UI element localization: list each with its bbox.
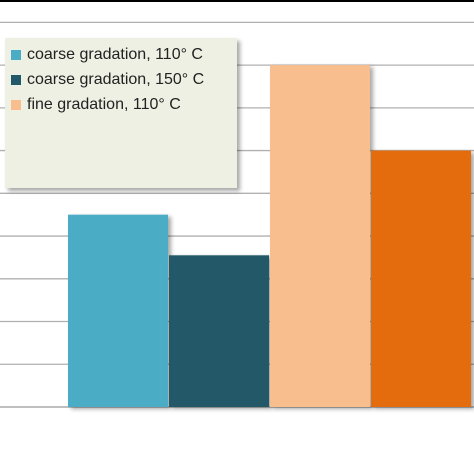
legend-swatch xyxy=(11,100,21,110)
bar xyxy=(371,150,471,407)
bar xyxy=(270,65,370,408)
legend-swatch xyxy=(11,75,21,85)
bar xyxy=(169,255,269,407)
bar xyxy=(68,214,168,407)
legend-item: fine gradation, 110° C xyxy=(11,92,233,117)
legend-label: coarse gradation, 150° C xyxy=(27,71,205,88)
legend-item: coarse gradation, 110° C xyxy=(11,42,233,67)
legend-swatch xyxy=(11,50,21,60)
legend-item: coarse gradation, 150° C xyxy=(11,67,233,92)
legend: coarse gradation, 110° C coarse gradation… xyxy=(5,38,237,188)
legend-label: fine gradation, 110° C xyxy=(27,96,181,113)
legend-label: coarse gradation, 110° C xyxy=(27,46,203,63)
